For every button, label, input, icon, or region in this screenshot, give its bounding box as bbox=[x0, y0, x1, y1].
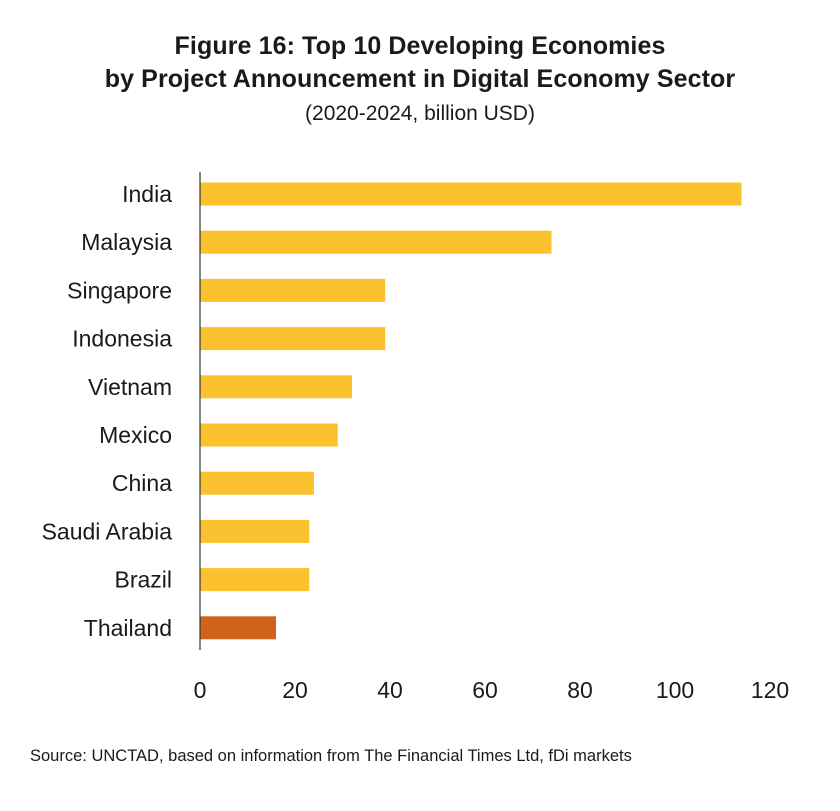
chart-subtitle: (2020-2024, billion USD) bbox=[305, 102, 535, 125]
bar-malaysia bbox=[200, 230, 552, 254]
x-tick-label-80: 80 bbox=[567, 677, 593, 703]
x-tick-label-40: 40 bbox=[377, 677, 403, 703]
bar-saudi-arabia bbox=[200, 519, 310, 543]
chart-title-line-2: by Project Announcement in Digital Econo… bbox=[104, 65, 736, 93]
x-tick-label-60: 60 bbox=[472, 677, 498, 703]
category-label-india: India bbox=[122, 181, 172, 207]
x-axis-tick-labels: 0 20 40 60 80 100 120 bbox=[194, 677, 790, 703]
category-label-indonesia: Indonesia bbox=[72, 326, 172, 352]
bar-brazil bbox=[200, 568, 310, 592]
bar-vietnam bbox=[200, 375, 352, 399]
x-tick-label-0: 0 bbox=[194, 677, 207, 703]
category-labels: India Malaysia Singapore Indonesia Vietnam Me… bbox=[42, 181, 173, 641]
bar-chart: India Malaysia Singapore Indonesia Vietnam Me… bbox=[42, 172, 790, 703]
x-tick-label-20: 20 bbox=[282, 677, 308, 703]
category-label-malaysia: Malaysia bbox=[81, 229, 172, 255]
bar-indonesia bbox=[200, 327, 386, 351]
source-note: Source: UNCTAD, based on information fro… bbox=[30, 747, 632, 765]
x-tick-label-120: 120 bbox=[751, 677, 789, 703]
category-label-vietnam: Vietnam bbox=[88, 374, 172, 400]
category-label-mexico: Mexico bbox=[99, 422, 172, 448]
category-label-saudi-arabia: Saudi Arabia bbox=[42, 518, 173, 544]
chart-title-line-1: Figure 16: Top 10 Developing Economies bbox=[174, 32, 666, 60]
category-label-singapore: Singapore bbox=[67, 277, 172, 303]
bar-india bbox=[200, 182, 742, 206]
category-label-brazil: Brazil bbox=[114, 567, 172, 593]
bar-mexico bbox=[200, 423, 338, 447]
category-label-thailand: Thailand bbox=[84, 615, 172, 641]
category-label-china: China bbox=[112, 470, 172, 496]
bar-singapore bbox=[200, 278, 386, 302]
bar-china bbox=[200, 471, 314, 495]
bars-layer bbox=[200, 182, 742, 640]
x-tick-label-100: 100 bbox=[656, 677, 694, 703]
bar-thailand bbox=[200, 616, 276, 640]
